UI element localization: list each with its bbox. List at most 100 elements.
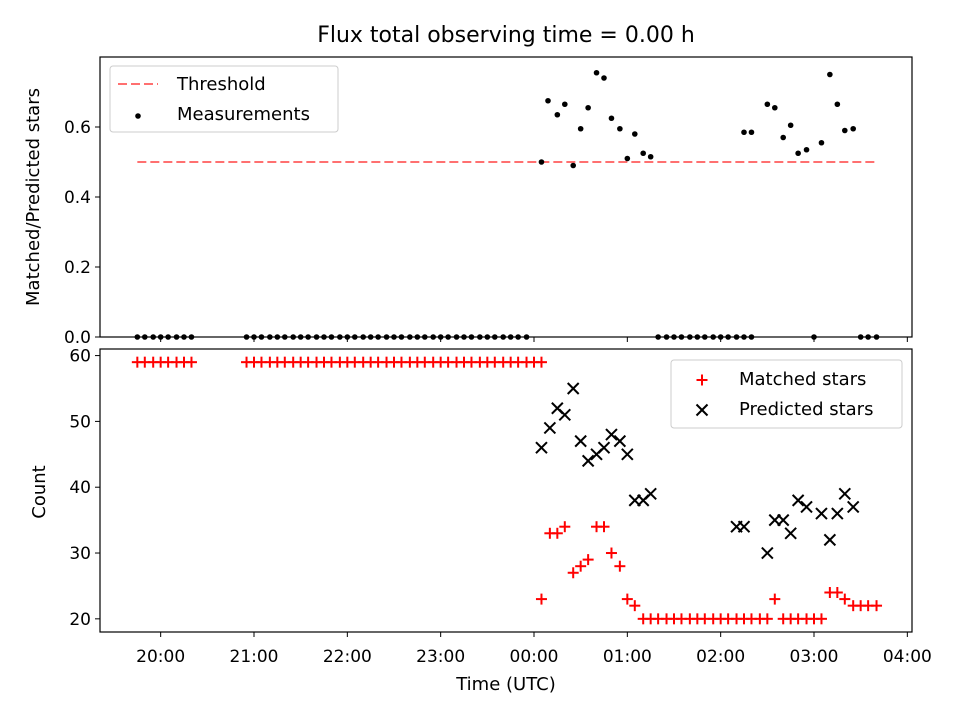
predicted-star-point bbox=[815, 507, 828, 520]
matched-star-point bbox=[621, 593, 633, 605]
measurement-point bbox=[545, 97, 551, 104]
measurement-point bbox=[842, 127, 848, 134]
bottom-y-tick-label: 50 bbox=[69, 412, 91, 432]
measurement-point bbox=[764, 101, 771, 108]
predicted-star-point bbox=[846, 500, 860, 514]
matched-star-point bbox=[535, 356, 547, 368]
top-y-tick-label: 0.4 bbox=[64, 188, 91, 208]
bottom-x-axis-label: Time (UTC) bbox=[455, 674, 556, 695]
measurement-point bbox=[617, 125, 623, 132]
matched-star-point bbox=[629, 600, 641, 612]
bottom-axes-frame bbox=[99, 348, 913, 633]
top-panel: 0.0 0.2 0.4 0.6 Matched/Predicted stars Thr… bbox=[23, 56, 913, 348]
matched-star-point bbox=[575, 560, 587, 572]
matched-star-point bbox=[761, 613, 773, 625]
predicted-star-point bbox=[644, 487, 657, 500]
matched-star-point bbox=[598, 521, 610, 533]
measurement-point bbox=[795, 150, 801, 157]
measurement-point bbox=[803, 146, 810, 153]
top-legend: Threshold Measurements bbox=[109, 65, 339, 133]
bottom-x-tick-label: 21:00 bbox=[230, 647, 279, 667]
bottom-y-tick-label: 20 bbox=[69, 610, 91, 630]
bottom-y-axis-label: Count bbox=[29, 465, 50, 518]
bottom-panel: 20 30 40 50 60 20:00 21:00 22:00 23:00 00:00 01:0… bbox=[29, 347, 932, 695]
predicted-star-point bbox=[784, 527, 797, 540]
predicted-star-point bbox=[791, 494, 805, 507]
measurement-point bbox=[601, 75, 607, 81]
predicted-star-point bbox=[566, 382, 580, 395]
bottom-plot-area bbox=[131, 356, 883, 625]
legend-matched-marker bbox=[696, 374, 708, 386]
legend-predicted-marker bbox=[695, 403, 709, 417]
measurement-point bbox=[585, 104, 591, 111]
matched-star-point bbox=[839, 593, 851, 605]
legend-predicted-swatch bbox=[695, 403, 709, 417]
measurement-point bbox=[562, 101, 568, 108]
measurement-point bbox=[577, 125, 584, 132]
top-y-ticks: 0.0 0.2 0.4 0.6 bbox=[64, 118, 100, 348]
matched-star-point bbox=[535, 593, 547, 605]
predicted-star-point bbox=[737, 520, 751, 533]
bottom-y-tick-label: 30 bbox=[69, 544, 91, 564]
predicted-star-point bbox=[838, 487, 852, 500]
measurement-point bbox=[640, 150, 646, 157]
matched-star-point bbox=[831, 587, 843, 599]
bottom-x-ticks: 20:00 21:00 22:00 23:00 00:00 01:00 02:00 03:00… bbox=[136, 632, 932, 667]
measurement-point bbox=[538, 159, 545, 165]
top-y-axis-label: Matched/Predicted stars bbox=[23, 88, 44, 306]
predicted-star-point bbox=[535, 441, 548, 454]
measurement-point bbox=[772, 104, 778, 111]
predicted-star-point bbox=[823, 533, 837, 547]
legend-measurements-label: Measurements bbox=[177, 104, 310, 125]
predicted-star-point bbox=[621, 448, 634, 461]
measurement-point bbox=[748, 129, 755, 136]
predicted-star-point bbox=[761, 546, 774, 560]
matched-star-point bbox=[185, 356, 197, 368]
legend-predicted-label: Predicted stars bbox=[739, 399, 873, 420]
predicted-star-point bbox=[574, 434, 587, 448]
bottom-x-tick-label: 03:00 bbox=[790, 647, 839, 667]
measurement-point bbox=[741, 129, 747, 136]
measurement-point bbox=[780, 134, 786, 141]
bottom-x-tick-label: 04:00 bbox=[883, 647, 932, 667]
top-y-tick-label: 0.0 bbox=[64, 328, 91, 348]
measurement-point bbox=[850, 125, 856, 132]
matched-star-point bbox=[614, 560, 626, 572]
measurement-point bbox=[818, 139, 825, 146]
predicted-star-point bbox=[605, 428, 618, 441]
measurement-point bbox=[608, 115, 615, 122]
measurement-point bbox=[624, 155, 631, 162]
bottom-x-tick-label: 22:00 bbox=[323, 647, 372, 667]
bottom-legend-box bbox=[670, 359, 903, 429]
matched-star-point bbox=[871, 600, 883, 612]
legend-threshold-label: Threshold bbox=[176, 74, 266, 95]
bottom-y-tick-label: 60 bbox=[69, 347, 91, 367]
matched-star-point bbox=[559, 521, 571, 533]
predicted-star-point bbox=[800, 500, 813, 514]
bottom-x-tick-label: 23:00 bbox=[416, 647, 465, 667]
bottom-x-tick-label: 20:00 bbox=[136, 647, 185, 667]
predicted-star-point bbox=[558, 408, 572, 422]
measurement-point bbox=[570, 162, 576, 169]
legend-matched-swatch bbox=[696, 374, 708, 386]
matched-star-point bbox=[567, 567, 579, 579]
measurement-point bbox=[787, 122, 794, 129]
top-y-tick-label: 0.6 bbox=[64, 118, 91, 138]
measurement-point bbox=[647, 153, 654, 160]
bottom-y-ticks: 20 30 40 50 60 bbox=[69, 347, 100, 630]
predicted-star-point bbox=[776, 513, 790, 527]
legend-measurements-swatch bbox=[135, 113, 141, 119]
top-y-tick-label: 0.2 bbox=[64, 258, 91, 278]
top-legend-box bbox=[109, 65, 339, 133]
bottom-x-tick-label: 01:00 bbox=[603, 647, 652, 667]
predicted-star-point bbox=[831, 507, 844, 520]
matched-star-point bbox=[551, 527, 563, 539]
figure-title: Flux total observing time = 0.00 h bbox=[317, 23, 695, 48]
top-x-ticks bbox=[160, 337, 908, 342]
matched-star-point bbox=[582, 554, 594, 566]
measurement-point bbox=[827, 71, 833, 78]
measurement-point bbox=[632, 131, 638, 137]
measurement-point bbox=[593, 69, 600, 76]
bottom-legend: Matched stars Predicted stars bbox=[670, 359, 903, 429]
